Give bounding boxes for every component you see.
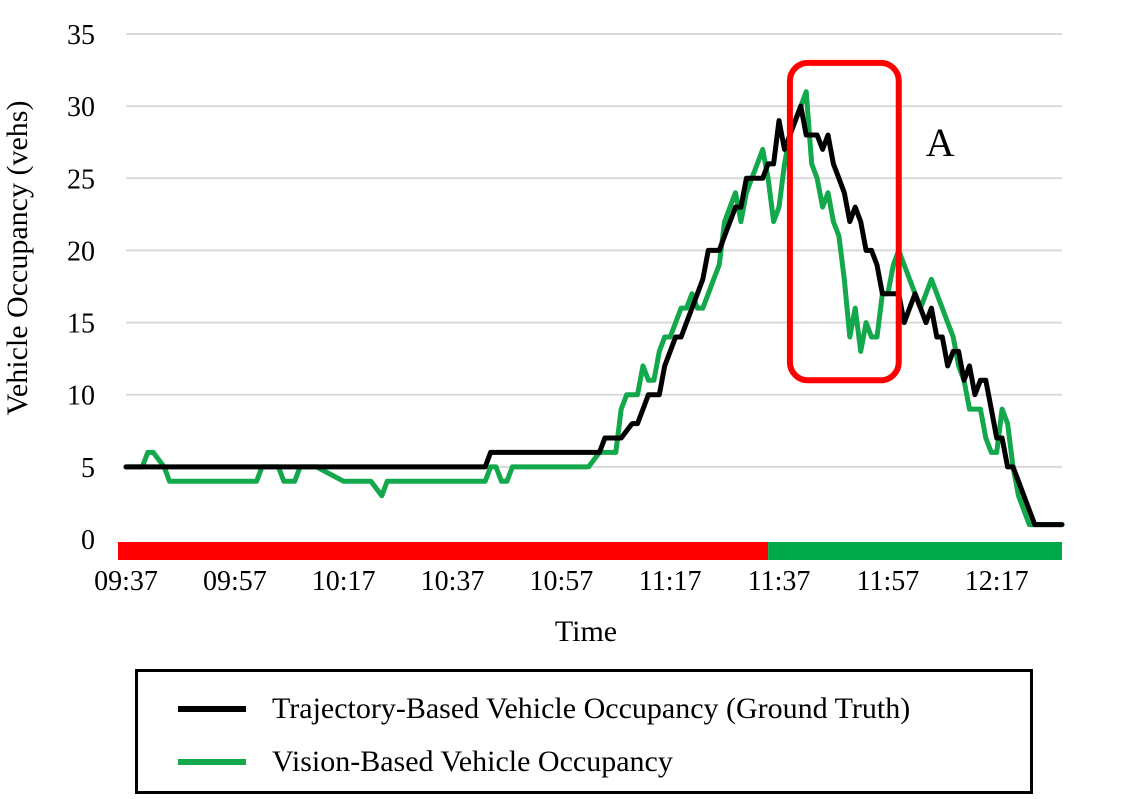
x-tick-label: 10:37 [421,566,485,597]
x-tick-label: 11:17 [639,566,702,597]
x-tick-label: 10:17 [312,566,376,597]
x-tick-label: 10:57 [529,566,593,597]
x-axis-title: Time [555,615,617,648]
y-tick-label: 5 [81,453,95,484]
x-tick-label: 09:37 [94,566,158,597]
legend: Trajectory-Based Vehicle Occupancy (Grou… [135,669,1033,794]
y-tick-label: 10 [67,381,95,412]
x-tick-label: 12:17 [965,566,1029,597]
legend-label-ground-truth: Trajectory-Based Vehicle Occupancy (Grou… [272,692,911,725]
x-tick-label: 11:37 [748,566,811,597]
signal-phase-bar [118,542,1062,560]
y-tick-label: 15 [67,309,95,340]
x-tick-label: 11:57 [856,566,919,597]
y-tick-label: 35 [67,20,95,51]
legend-swatch-vision [178,759,246,765]
highlight-rect [786,59,902,384]
highlight-box: A [786,59,955,384]
y-tick-label: 20 [67,236,95,267]
y-axis-title: Vehicle Occupancy (vehs) [1,101,34,416]
series-line-0 [123,103,1065,528]
highlight-label: A [926,120,955,165]
gridlines [126,33,1062,468]
x-tick-labels: 09:37 09:57 10:17 10:37 10:57 11:17 11:37 11:57… [94,566,1028,597]
phase-bar-segment [118,542,769,560]
series-lines [123,89,1065,528]
y-tick-label: 30 [67,92,95,123]
legend-label-vision: Vision-Based Vehicle Occupancy [272,745,673,778]
y-tick-label: 25 [67,164,95,195]
phase-bar-segment [768,542,1062,560]
y-tick-label: 0 [81,525,95,556]
legend-item-ground-truth: Trajectory-Based Vehicle Occupancy (Grou… [178,692,910,726]
x-tick-label: 09:57 [203,566,267,597]
legend-swatch-ground-truth [178,706,246,712]
legend-item-vision: Vision-Based Vehicle Occupancy [178,745,673,779]
y-tick-labels: 0 5 10 15 20 25 30 35 [67,20,95,556]
